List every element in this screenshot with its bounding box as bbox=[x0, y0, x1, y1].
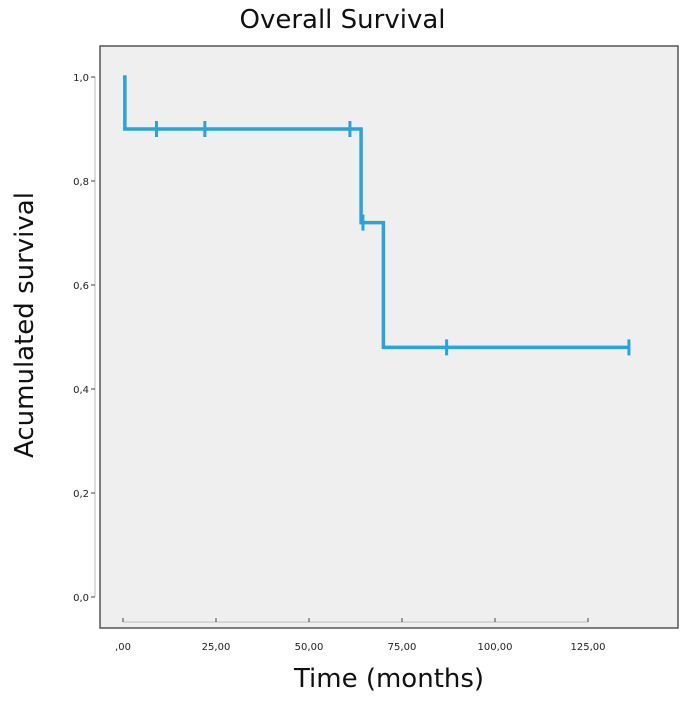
x-axis: ,00 25,00 50,00 75,00 100,00 125,00 bbox=[115, 618, 606, 653]
y-tick-label: 0,2 bbox=[73, 489, 89, 500]
y-tick-label: 0,8 bbox=[73, 177, 89, 188]
survival-step-line bbox=[123, 75, 629, 350]
y-tick-label: 0,6 bbox=[73, 281, 89, 292]
x-tick-label: 50,00 bbox=[295, 642, 324, 653]
x-axis-label: Time (months) bbox=[293, 664, 485, 694]
series-layer bbox=[123, 75, 631, 356]
y-axis: 0,0 0,2 0,4 0,6 0,8 1,0 bbox=[73, 73, 96, 604]
x-tick-label: 75,00 bbox=[388, 642, 417, 653]
chart-title: Overall Survival bbox=[239, 5, 446, 35]
x-tick-label: ,00 bbox=[115, 642, 131, 653]
x-tick-label: 100,00 bbox=[478, 642, 513, 653]
plot-area bbox=[99, 45, 679, 629]
y-tick-label: 0,4 bbox=[73, 385, 89, 396]
y-axis-label: Acumulated survival bbox=[10, 192, 40, 458]
y-tick-label: 0,0 bbox=[73, 593, 89, 604]
y-tick-label: 1,0 bbox=[73, 73, 89, 84]
x-tick-label: 125,00 bbox=[571, 642, 606, 653]
x-tick-label: 25,00 bbox=[202, 642, 231, 653]
